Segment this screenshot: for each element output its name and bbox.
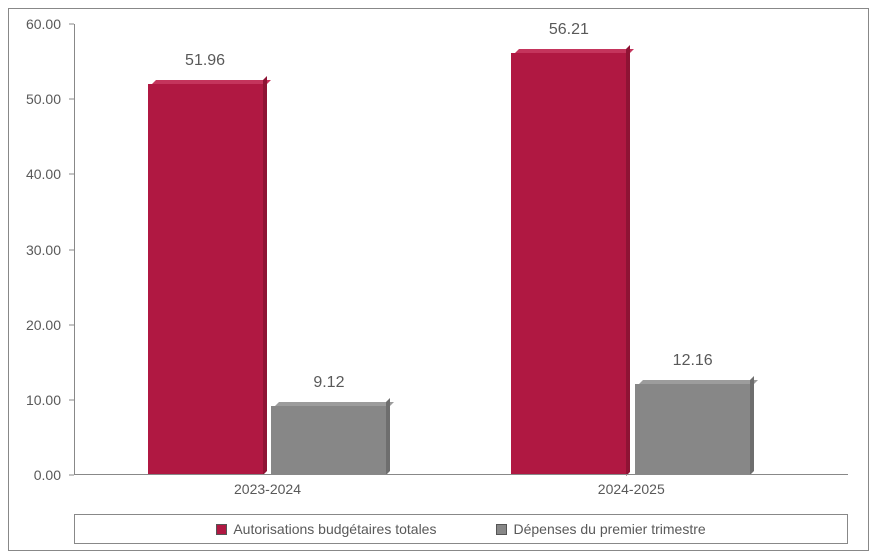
bar: 12.16 (635, 384, 751, 475)
legend-swatch (216, 524, 227, 535)
x-tick-label: 2023-2024 (234, 481, 301, 497)
legend-item: Autorisations budgétaires totales (216, 521, 436, 537)
y-tick-mark (69, 24, 74, 25)
chart-container: 0.00 10.00 20.00 30.00 40.00 50.00 60.00 51.96… (8, 8, 869, 551)
plot-area: 51.969.1256.2112.16 (74, 24, 848, 475)
y-tick-label: 0.00 (34, 467, 61, 483)
y-tick-mark (69, 174, 74, 175)
bar: 56.21 (511, 53, 627, 476)
y-tick-label: 30.00 (26, 242, 61, 258)
y-tick-label: 20.00 (26, 317, 61, 333)
legend-item: Dépenses du premier trimestre (496, 521, 705, 537)
legend-label: Autorisations budgétaires totales (233, 521, 436, 537)
bar-value-label: 56.21 (549, 21, 589, 39)
bar-value-label: 9.12 (313, 374, 344, 392)
bar-value-label: 12.16 (673, 352, 713, 370)
y-tick-label: 60.00 (26, 16, 61, 32)
bar: 51.96 (148, 84, 264, 475)
bar-value-label: 51.96 (185, 52, 225, 70)
y-tick-label: 40.00 (26, 166, 61, 182)
y-tick-label: 10.00 (26, 392, 61, 408)
legend-swatch (496, 524, 507, 535)
x-axis-labels: 2023-2024 2024-2025 (74, 481, 848, 505)
y-tick-mark (69, 249, 74, 250)
bars-layer: 51.969.1256.2112.16 (74, 24, 848, 475)
y-tick-mark (69, 399, 74, 400)
y-axis: 0.0010.0020.0030.0040.0050.0060.00 (9, 24, 69, 475)
y-tick-mark (69, 99, 74, 100)
legend-label: Dépenses du premier trimestre (513, 521, 705, 537)
y-tick-label: 50.00 (26, 91, 61, 107)
bar: 9.12 (271, 406, 387, 475)
x-tick-label: 2024-2025 (598, 481, 665, 497)
y-tick-mark (69, 324, 74, 325)
x-axis-line (74, 474, 848, 475)
legend: Autorisations budgétaires totales Dépense… (74, 514, 848, 544)
